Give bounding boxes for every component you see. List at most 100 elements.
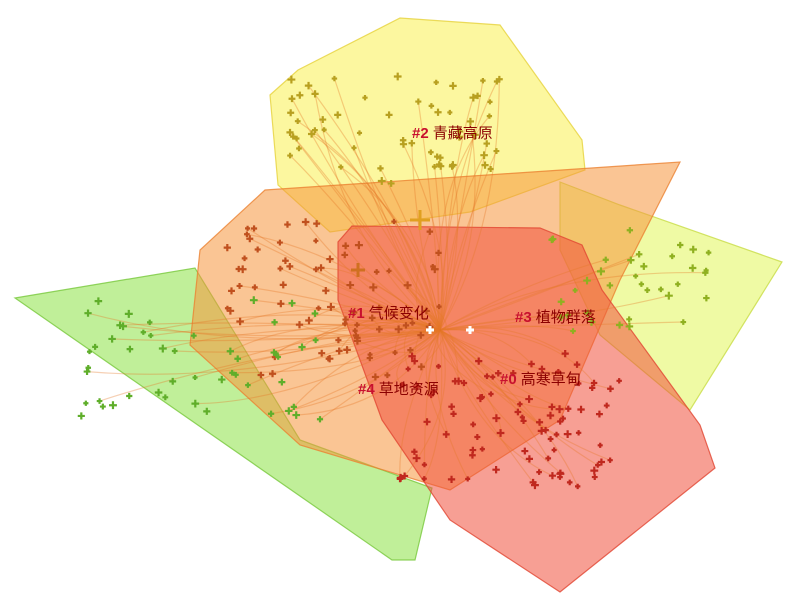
node xyxy=(351,263,365,277)
node xyxy=(431,164,438,170)
node xyxy=(307,130,316,138)
cluster-name: 气候变化 xyxy=(369,304,429,322)
node xyxy=(640,262,648,270)
node xyxy=(607,457,613,463)
node xyxy=(680,319,687,325)
link xyxy=(439,253,640,331)
node xyxy=(251,284,258,291)
node xyxy=(551,447,557,453)
node xyxy=(466,326,474,334)
node xyxy=(236,317,244,326)
node xyxy=(583,276,591,285)
node xyxy=(570,328,576,334)
node xyxy=(377,165,384,172)
node xyxy=(385,111,393,119)
link xyxy=(439,312,588,331)
link xyxy=(399,329,441,479)
cluster-label: #3 植物群落 xyxy=(515,308,596,326)
node xyxy=(428,149,434,156)
node xyxy=(538,365,546,373)
node xyxy=(520,417,527,424)
link xyxy=(120,322,441,331)
link xyxy=(396,329,441,386)
node xyxy=(470,130,479,139)
link xyxy=(289,155,441,331)
node xyxy=(447,475,456,484)
link xyxy=(439,166,449,331)
cluster-id: #4 xyxy=(358,381,375,398)
link xyxy=(99,329,441,402)
node xyxy=(304,81,313,90)
node xyxy=(366,354,373,362)
node xyxy=(525,395,533,403)
node xyxy=(597,458,605,466)
node xyxy=(319,116,327,124)
node xyxy=(232,371,239,378)
node xyxy=(313,220,321,228)
node xyxy=(284,221,291,228)
link xyxy=(407,284,447,331)
node xyxy=(278,378,286,386)
node xyxy=(689,245,697,254)
node xyxy=(542,426,549,434)
link xyxy=(439,329,514,374)
node xyxy=(375,325,383,333)
link xyxy=(308,85,441,331)
node xyxy=(325,356,331,362)
node xyxy=(313,266,319,273)
node xyxy=(525,455,534,463)
node xyxy=(572,287,578,293)
node xyxy=(492,414,501,423)
node xyxy=(268,370,277,378)
node xyxy=(343,346,351,354)
link xyxy=(323,129,441,331)
link xyxy=(435,329,469,480)
cluster-label: #1 气候变化 xyxy=(348,304,429,322)
node xyxy=(595,462,601,468)
node xyxy=(296,91,304,99)
link xyxy=(123,325,441,337)
node xyxy=(519,414,525,420)
link xyxy=(86,329,441,375)
node xyxy=(318,349,326,357)
link xyxy=(308,305,441,331)
link xyxy=(378,307,441,334)
node xyxy=(417,331,425,339)
node xyxy=(487,166,494,173)
node xyxy=(391,218,397,225)
cluster-name: 青藏高原 xyxy=(433,124,493,142)
node xyxy=(326,303,335,311)
link xyxy=(439,154,485,331)
node xyxy=(589,384,596,392)
link xyxy=(345,245,441,331)
node xyxy=(451,377,459,385)
node xyxy=(287,109,295,117)
node xyxy=(494,369,502,377)
link xyxy=(439,79,500,331)
node xyxy=(428,103,435,109)
node xyxy=(86,349,92,355)
node xyxy=(635,251,643,258)
node xyxy=(435,249,442,257)
node xyxy=(469,93,478,102)
node xyxy=(373,269,380,275)
node xyxy=(396,473,405,482)
node xyxy=(279,281,287,289)
node xyxy=(92,343,99,350)
link xyxy=(394,325,441,353)
node xyxy=(246,235,254,243)
node xyxy=(294,118,301,125)
link xyxy=(195,329,441,405)
node xyxy=(460,379,468,387)
link xyxy=(439,329,534,483)
node xyxy=(296,145,302,152)
link xyxy=(439,271,706,331)
link xyxy=(291,98,441,331)
node xyxy=(338,164,344,170)
node xyxy=(688,264,697,272)
node xyxy=(276,239,283,246)
node xyxy=(675,281,681,287)
link xyxy=(288,329,441,412)
node xyxy=(705,249,712,256)
node xyxy=(234,355,242,363)
